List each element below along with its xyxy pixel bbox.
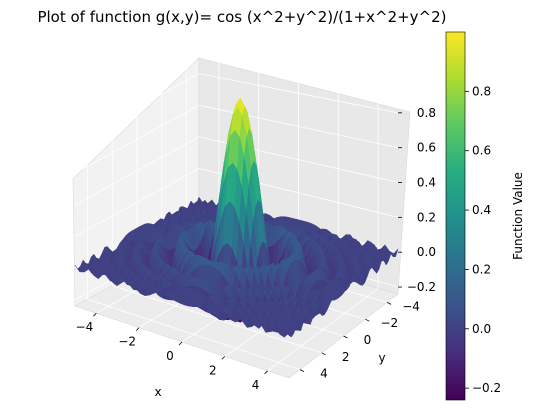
x-tick-label: −2 — [118, 335, 136, 349]
colorbar-tick-label: 0.0 — [472, 322, 491, 336]
colorbar-tick-label: 0.4 — [472, 203, 491, 217]
z-gridline — [74, 136, 399, 206]
y-tick — [343, 335, 348, 339]
colorbar-tick-label: −0.2 — [472, 381, 501, 395]
y-axis-label: y — [378, 351, 385, 365]
colorbar-tick-label: 0.8 — [472, 84, 491, 98]
x-tick-label: 0 — [166, 349, 174, 363]
z-axis: −0.2 0.0 0.2 0.4 0.6 0.8 — [398, 106, 436, 294]
x-tick-label: −4 — [76, 320, 94, 334]
y-tick — [321, 352, 326, 356]
x-tick-label: 2 — [209, 363, 217, 377]
x-tick — [178, 341, 183, 346]
x-tick-label: 4 — [252, 378, 260, 392]
y-tick — [365, 318, 370, 322]
x-tick — [93, 312, 97, 317]
chart-title: Plot of function g(x,y)= cos (x^2+y^2)/(… — [37, 8, 446, 26]
z-tick-label: −0.2 — [407, 280, 436, 294]
colorbar-ticks: −0.2 0.0 0.2 0.4 0.6 0.8 — [465, 84, 501, 395]
x-tick — [135, 327, 140, 331]
colorbar-tick-label: 0.2 — [472, 262, 491, 276]
colorbar-tick-label: 0.6 — [472, 144, 491, 158]
y-gridline — [87, 298, 301, 370]
surface — [74, 97, 399, 338]
x-tick — [221, 356, 226, 360]
y-tick — [386, 302, 392, 305]
y-tick-label: 0 — [364, 333, 372, 347]
z-tick-label: 0.4 — [417, 176, 436, 190]
surface-patch — [284, 332, 292, 338]
z-gridline — [74, 168, 399, 237]
y-tick-label: 4 — [320, 367, 328, 381]
z-tick-label: 0.0 — [417, 245, 436, 259]
x-axis: −4 −2 0 2 4 — [76, 312, 268, 392]
y-tick-label: 2 — [342, 350, 350, 364]
y-tick — [299, 369, 305, 372]
z-gridline — [74, 73, 399, 142]
y-axis: −4 −2 024 — [299, 299, 420, 381]
colorbar — [445, 31, 466, 401]
colorbar-label: Function Value — [511, 172, 525, 260]
y-tick-label: −4 — [402, 299, 420, 313]
z-tick-label: 0.8 — [417, 106, 436, 120]
y-tick-label: −2 — [380, 316, 398, 330]
x-axis-label: x — [154, 385, 161, 399]
y-gridline — [112, 285, 322, 354]
z-tick-label: 0.6 — [417, 141, 436, 155]
x-tick — [264, 370, 268, 375]
z-tick-label: 0.2 — [417, 210, 436, 224]
z-gridline — [74, 104, 399, 174]
